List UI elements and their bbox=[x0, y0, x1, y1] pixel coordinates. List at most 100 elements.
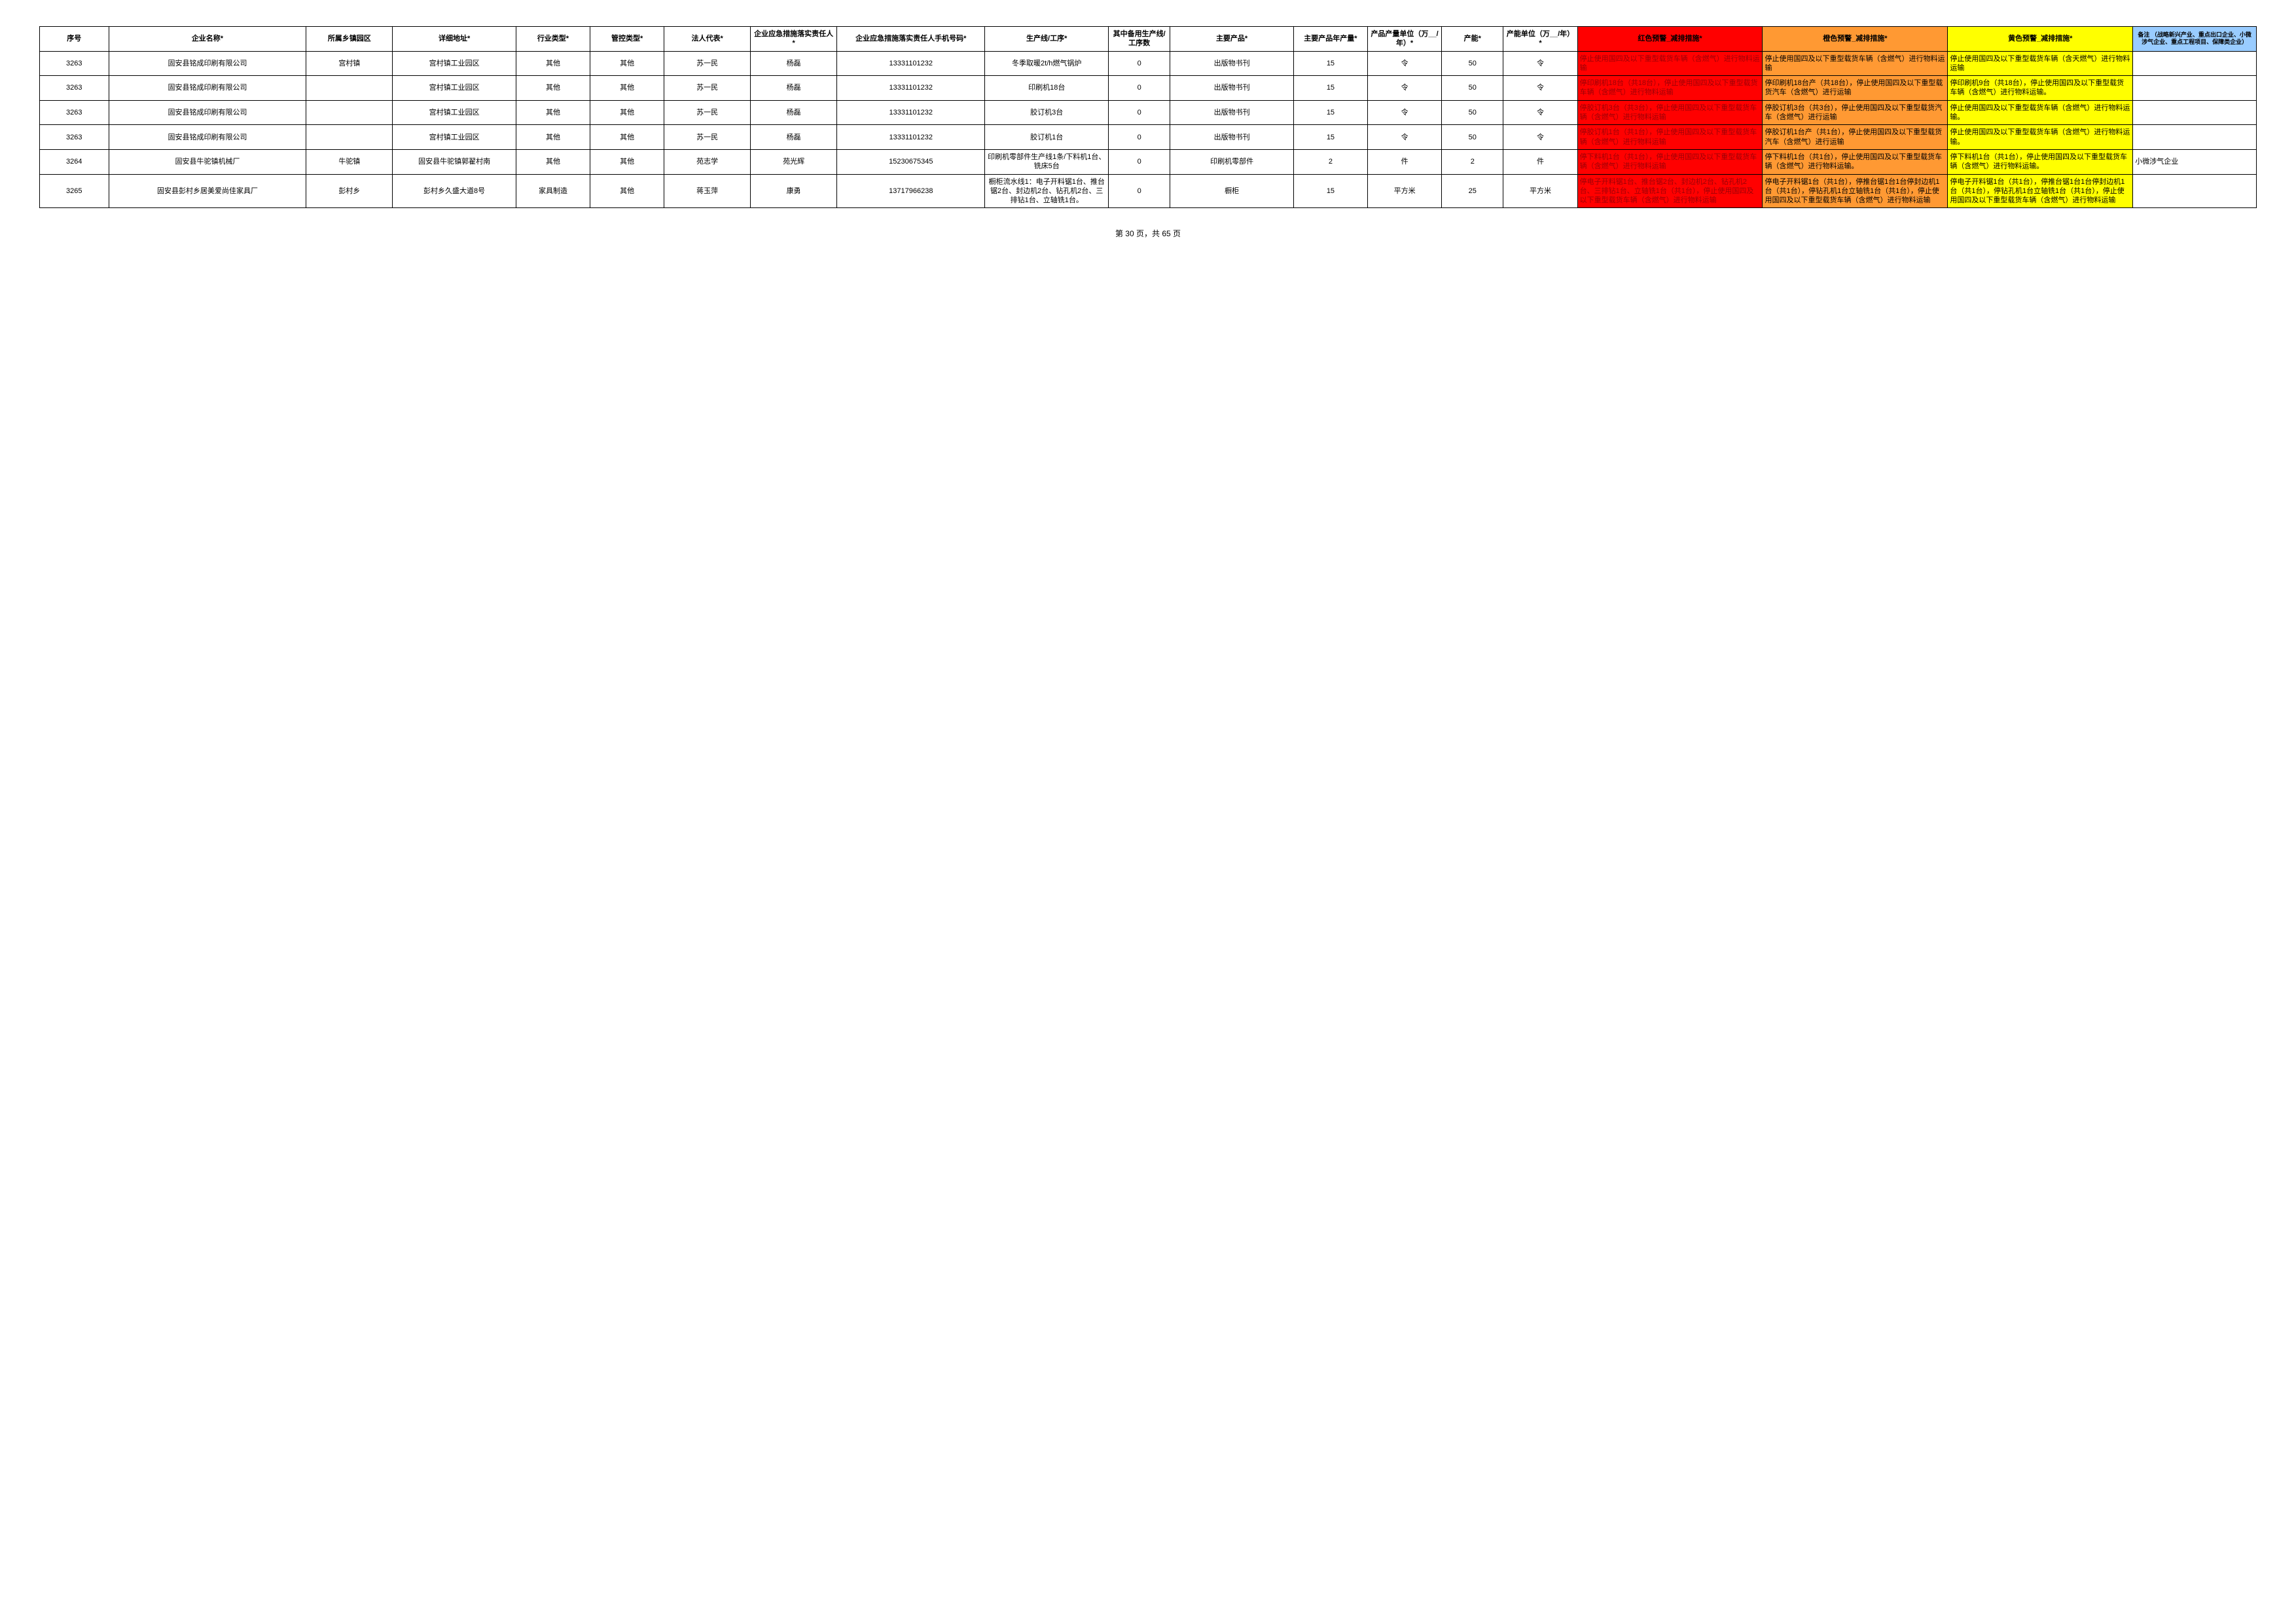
header-note: 备注 （战略新兴产业、重点出口企业、小微涉气企业、重点工程项目、保障类企业） bbox=[2133, 27, 2257, 52]
cell-line: 印刷机18台 bbox=[985, 76, 1109, 101]
cell-unit2: 令 bbox=[1503, 100, 1577, 125]
cell-yearqty: 15 bbox=[1293, 51, 1367, 76]
header-town: 所属乡镇园区 bbox=[306, 27, 393, 52]
header-name: 企业名称* bbox=[109, 27, 306, 52]
cell-phone: 13331101232 bbox=[837, 100, 985, 125]
cell-addr: 彭村乡久盛大道8号 bbox=[393, 174, 516, 208]
cell-yellow: 停下料机1台（共1台），停止使用国四及以下重型载货车辆（含燃气）进行物料运输。 bbox=[1948, 149, 2133, 174]
cell-resp: 杨磊 bbox=[751, 125, 837, 150]
cell-capacity: 25 bbox=[1442, 174, 1503, 208]
cell-red: 停止使用国四及以下重型载货车辆（含燃气）进行物料运输 bbox=[1577, 51, 1763, 76]
cell-seq: 3263 bbox=[40, 125, 109, 150]
cell-orange: 停胶订机1台产（共1台），停止使用国四及以下重型载货汽车（含燃气）进行运输 bbox=[1763, 125, 1948, 150]
cell-unit2: 令 bbox=[1503, 76, 1577, 101]
header-yellow: 黄色预警_减排措施* bbox=[1948, 27, 2133, 52]
header-unit1: 产品产量单位（万__/年）* bbox=[1368, 27, 1442, 52]
cell-legal: 苏一民 bbox=[664, 51, 751, 76]
cell-yearqty: 15 bbox=[1293, 174, 1367, 208]
header-row: 序号 企业名称* 所属乡镇园区 详细地址* 行业类型* 管控类型* 法人代表* … bbox=[40, 27, 2257, 52]
cell-resp: 杨磊 bbox=[751, 76, 837, 101]
cell-town bbox=[306, 76, 393, 101]
cell-red: 停胶订机3台（共3台），停止使用国四及以下重型载货车辆（含燃气）进行物料运输 bbox=[1577, 100, 1763, 125]
cell-addr: 宫村镇工业园区 bbox=[393, 76, 516, 101]
table-row: 3264固安县牛驼镇机械厂牛驼镇固安县牛驼镇郭翟村南其他其他苑志学苑光辉1523… bbox=[40, 149, 2257, 174]
header-addr: 详细地址* bbox=[393, 27, 516, 52]
cell-note bbox=[2133, 100, 2257, 125]
cell-addr: 宫村镇工业园区 bbox=[393, 100, 516, 125]
cell-town bbox=[306, 125, 393, 150]
cell-legal: 苏一民 bbox=[664, 100, 751, 125]
cell-note bbox=[2133, 125, 2257, 150]
cell-note bbox=[2133, 51, 2257, 76]
cell-town: 宫村镇 bbox=[306, 51, 393, 76]
cell-name: 固安县铭成印刷有限公司 bbox=[109, 51, 306, 76]
cell-town: 彭村乡 bbox=[306, 174, 393, 208]
header-capacity: 产能* bbox=[1442, 27, 1503, 52]
cell-product: 印刷机零部件 bbox=[1170, 149, 1294, 174]
cell-unit1: 令 bbox=[1368, 125, 1442, 150]
header-line: 生产线/工序* bbox=[985, 27, 1109, 52]
cell-product: 出版物书刊 bbox=[1170, 100, 1294, 125]
cell-seq: 3263 bbox=[40, 76, 109, 101]
cell-backup: 0 bbox=[1109, 100, 1170, 125]
cell-legal: 苏一民 bbox=[664, 125, 751, 150]
cell-phone: 13331101232 bbox=[837, 76, 985, 101]
cell-yearqty: 2 bbox=[1293, 149, 1367, 174]
cell-orange: 停胶订机3台（共3台），停止使用国四及以下重型载货汽车（含燃气）进行运输 bbox=[1763, 100, 1948, 125]
cell-product: 出版物书刊 bbox=[1170, 51, 1294, 76]
table-row: 3263固安县铭成印刷有限公司宫村镇工业园区其他其他苏一民杨磊133311012… bbox=[40, 100, 2257, 125]
cell-seq: 3265 bbox=[40, 174, 109, 208]
cell-industry: 其他 bbox=[516, 125, 590, 150]
cell-red: 停印刷机18台（共18台），停止使用国四及以下重型载货车辆（含燃气）进行物料运输 bbox=[1577, 76, 1763, 101]
cell-line: 胶订机3台 bbox=[985, 100, 1109, 125]
cell-name: 固安县铭成印刷有限公司 bbox=[109, 100, 306, 125]
cell-phone: 15230675345 bbox=[837, 149, 985, 174]
cell-capacity: 50 bbox=[1442, 51, 1503, 76]
cell-phone: 13717966238 bbox=[837, 174, 985, 208]
cell-product: 橱柜 bbox=[1170, 174, 1294, 208]
header-industry: 行业类型* bbox=[516, 27, 590, 52]
cell-industry: 其他 bbox=[516, 100, 590, 125]
cell-note bbox=[2133, 174, 2257, 208]
cell-unit1: 令 bbox=[1368, 51, 1442, 76]
header-legal: 法人代表* bbox=[664, 27, 751, 52]
cell-capacity: 2 bbox=[1442, 149, 1503, 174]
cell-capacity: 50 bbox=[1442, 76, 1503, 101]
cell-orange: 停止使用国四及以下重型载货车辆（含燃气）进行物料运输 bbox=[1763, 51, 1948, 76]
cell-resp: 杨磊 bbox=[751, 100, 837, 125]
cell-red: 停电子开料锯1台、推台锯2台、封边机2台、钻孔机2台、三排钻1台、立轴铣1台（共… bbox=[1577, 174, 1763, 208]
page-footer: 第 30 页，共 65 页 bbox=[39, 228, 2257, 239]
cell-phone: 13331101232 bbox=[837, 51, 985, 76]
cell-yellow: 停印刷机9台（共18台），停止使用国四及以下重型载货车辆（含燃气）进行物料运输。 bbox=[1948, 76, 2133, 101]
cell-control: 其他 bbox=[590, 76, 664, 101]
cell-name: 固安县彭村乡居美爱尚佳家具厂 bbox=[109, 174, 306, 208]
cell-note bbox=[2133, 76, 2257, 101]
cell-yellow: 停电子开料锯1台（共1台），停推台锯1台1台停封边机1台（共1台），停钻孔机1台… bbox=[1948, 174, 2133, 208]
cell-backup: 0 bbox=[1109, 76, 1170, 101]
cell-phone: 13331101232 bbox=[837, 125, 985, 150]
cell-name: 固安县铭成印刷有限公司 bbox=[109, 125, 306, 150]
cell-control: 其他 bbox=[590, 125, 664, 150]
cell-unit2: 令 bbox=[1503, 125, 1577, 150]
cell-yearqty: 15 bbox=[1293, 125, 1367, 150]
cell-red: 停下料机1台（共1台），停止使用国四及以下重型载货车辆（含燃气）进行物料运输 bbox=[1577, 149, 1763, 174]
cell-addr: 宫村镇工业园区 bbox=[393, 125, 516, 150]
data-table: 序号 企业名称* 所属乡镇园区 详细地址* 行业类型* 管控类型* 法人代表* … bbox=[39, 26, 2257, 208]
header-phone: 企业应急措施落实责任人手机号码* bbox=[837, 27, 985, 52]
cell-legal: 苑志学 bbox=[664, 149, 751, 174]
cell-industry: 其他 bbox=[516, 149, 590, 174]
cell-legal: 蒋玉萍 bbox=[664, 174, 751, 208]
cell-yellow: 停止使用国四及以下重型载货车辆（含天燃气）进行物料运输 bbox=[1948, 51, 2133, 76]
cell-control: 其他 bbox=[590, 100, 664, 125]
cell-name: 固安县铭成印刷有限公司 bbox=[109, 76, 306, 101]
cell-town bbox=[306, 100, 393, 125]
cell-control: 其他 bbox=[590, 174, 664, 208]
cell-orange: 停下料机1台（共1台），停止使用国四及以下重型载货车辆（含燃气）进行物料运输。 bbox=[1763, 149, 1948, 174]
cell-seq: 3263 bbox=[40, 100, 109, 125]
cell-capacity: 50 bbox=[1442, 100, 1503, 125]
cell-yearqty: 15 bbox=[1293, 100, 1367, 125]
cell-industry: 家具制造 bbox=[516, 174, 590, 208]
header-backup: 其中备用生产线/工序数 bbox=[1109, 27, 1170, 52]
cell-industry: 其他 bbox=[516, 51, 590, 76]
cell-unit2: 令 bbox=[1503, 51, 1577, 76]
